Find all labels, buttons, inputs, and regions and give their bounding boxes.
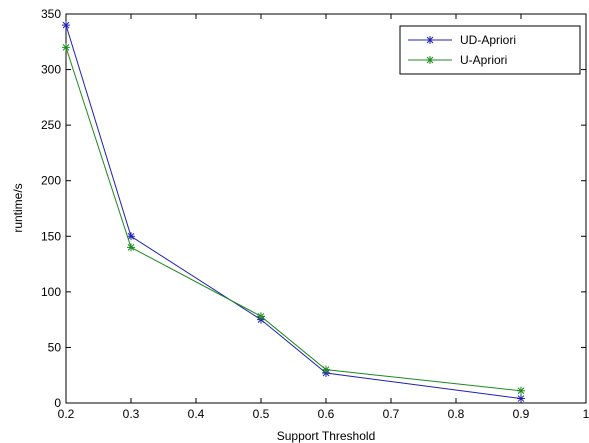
data-point-ud-apriori <box>62 21 70 30</box>
x-tick-label: 0.2 <box>58 407 75 421</box>
data-point-u-apriori <box>517 386 525 395</box>
x-tick-label: 0.6 <box>318 407 335 421</box>
x-axis-label: Support Threshold <box>277 429 376 443</box>
x-tick-label: 0.3 <box>123 407 140 421</box>
data-point-u-apriori <box>127 243 135 252</box>
data-point-u-apriori <box>62 43 70 52</box>
x-tick-label: 1 <box>583 407 589 421</box>
x-tick-label: 0.8 <box>448 407 465 421</box>
x-axis: 0.2 0.3 0.4 0.5 0.6 0.7 0.8 0.9 1 <box>58 14 589 421</box>
legend-label-u-apriori: U-Apriori <box>460 53 507 67</box>
legend-box <box>399 25 581 75</box>
legend-label-ud-apriori: UD-Apriori <box>460 33 516 47</box>
x-tick-label: 0.9 <box>513 407 530 421</box>
x-tick-label: 0.5 <box>253 407 270 421</box>
y-axis: 0 50 100 150 200 250 300 350 <box>41 7 586 410</box>
data-point-ud-apriori <box>517 394 525 403</box>
data-point-u-apriori <box>322 365 330 374</box>
y-tick-label: 100 <box>41 285 61 299</box>
y-tick-label: 250 <box>41 118 61 132</box>
y-tick-label: 200 <box>41 174 61 188</box>
legend: UD-Apriori U-Apriori <box>399 25 581 75</box>
x-tick-label: 0.4 <box>188 407 205 421</box>
series-layer <box>62 21 525 403</box>
legend-marker-ud-apriori <box>426 36 434 44</box>
y-axis-label: runtime/s <box>11 183 25 232</box>
y-tick-label: 300 <box>41 63 61 77</box>
y-tick-label: 350 <box>41 7 61 21</box>
legend-marker-u-apriori <box>426 56 434 64</box>
x-tick-label: 0.7 <box>383 407 400 421</box>
y-tick-label: 0 <box>54 396 61 410</box>
data-point-ud-apriori <box>127 232 135 241</box>
y-tick-label: 50 <box>48 340 62 354</box>
data-point-u-apriori <box>257 312 265 321</box>
plot-area <box>65 13 587 404</box>
y-tick-label: 150 <box>41 229 61 243</box>
